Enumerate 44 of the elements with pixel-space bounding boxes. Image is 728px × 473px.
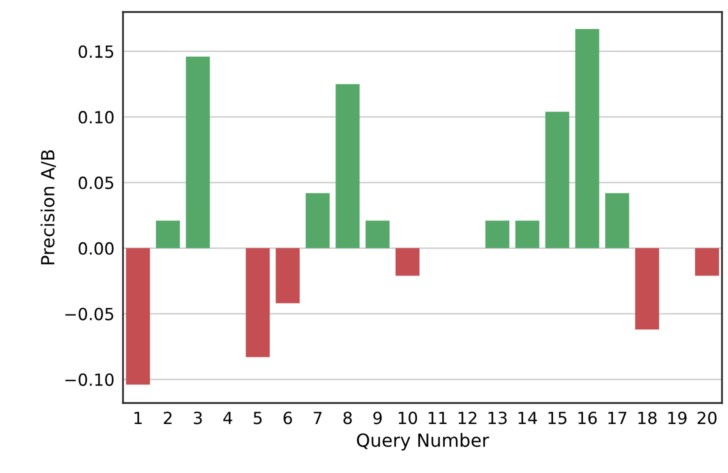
bar: [246, 248, 270, 358]
bar: [605, 193, 630, 248]
bar: [366, 220, 390, 248]
bar: [276, 248, 300, 304]
bar: [336, 84, 360, 248]
x-tick-label: 11: [428, 412, 447, 424]
x-tick-label: 18: [638, 412, 657, 424]
x-tick-label: 2: [164, 412, 172, 424]
bar: [545, 112, 570, 248]
bar: [156, 220, 180, 248]
x-tick-label: 12: [458, 412, 476, 424]
x-tick-label: 10: [398, 412, 418, 424]
y-tick-label: 0.15: [78, 45, 114, 58]
bar: [635, 248, 660, 330]
x-tick-label: 19: [668, 412, 687, 424]
x-tick-label: 15: [548, 412, 566, 424]
y-tick-label: −0.05: [65, 308, 114, 320]
x-tick-label: 17: [608, 412, 626, 424]
y-tick-label: −0.10: [65, 373, 114, 386]
bar: [515, 220, 540, 248]
bar: [575, 29, 600, 248]
x-tick-label: 8: [343, 412, 352, 424]
bar: [485, 220, 510, 248]
y-tick-label: 0.10: [78, 110, 114, 124]
x-tick-label: 9: [373, 412, 382, 424]
x-tick-label: 4: [223, 412, 232, 424]
bar: [126, 248, 150, 385]
x-tick-label: 7: [314, 412, 322, 424]
x-axis-title: Query Number: [356, 433, 490, 450]
y-axis-title: Precision A/B: [40, 150, 56, 264]
bar: [306, 193, 330, 248]
x-tick-label: 3: [194, 412, 202, 424]
bar: [186, 56, 210, 248]
x-tick-label: 1: [134, 412, 142, 424]
x-tick-label: 5: [254, 412, 262, 424]
x-tick-label: 14: [518, 412, 537, 424]
x-tick-label: 6: [284, 412, 292, 424]
y-tick-label: 0.00: [78, 242, 114, 255]
y-tick-label: 0.05: [78, 176, 114, 190]
x-tick-label: 13: [488, 412, 507, 424]
bar: [695, 248, 720, 276]
bar: [396, 248, 420, 276]
x-tick-label: 20: [698, 412, 717, 424]
x-tick-label: 16: [578, 412, 597, 424]
